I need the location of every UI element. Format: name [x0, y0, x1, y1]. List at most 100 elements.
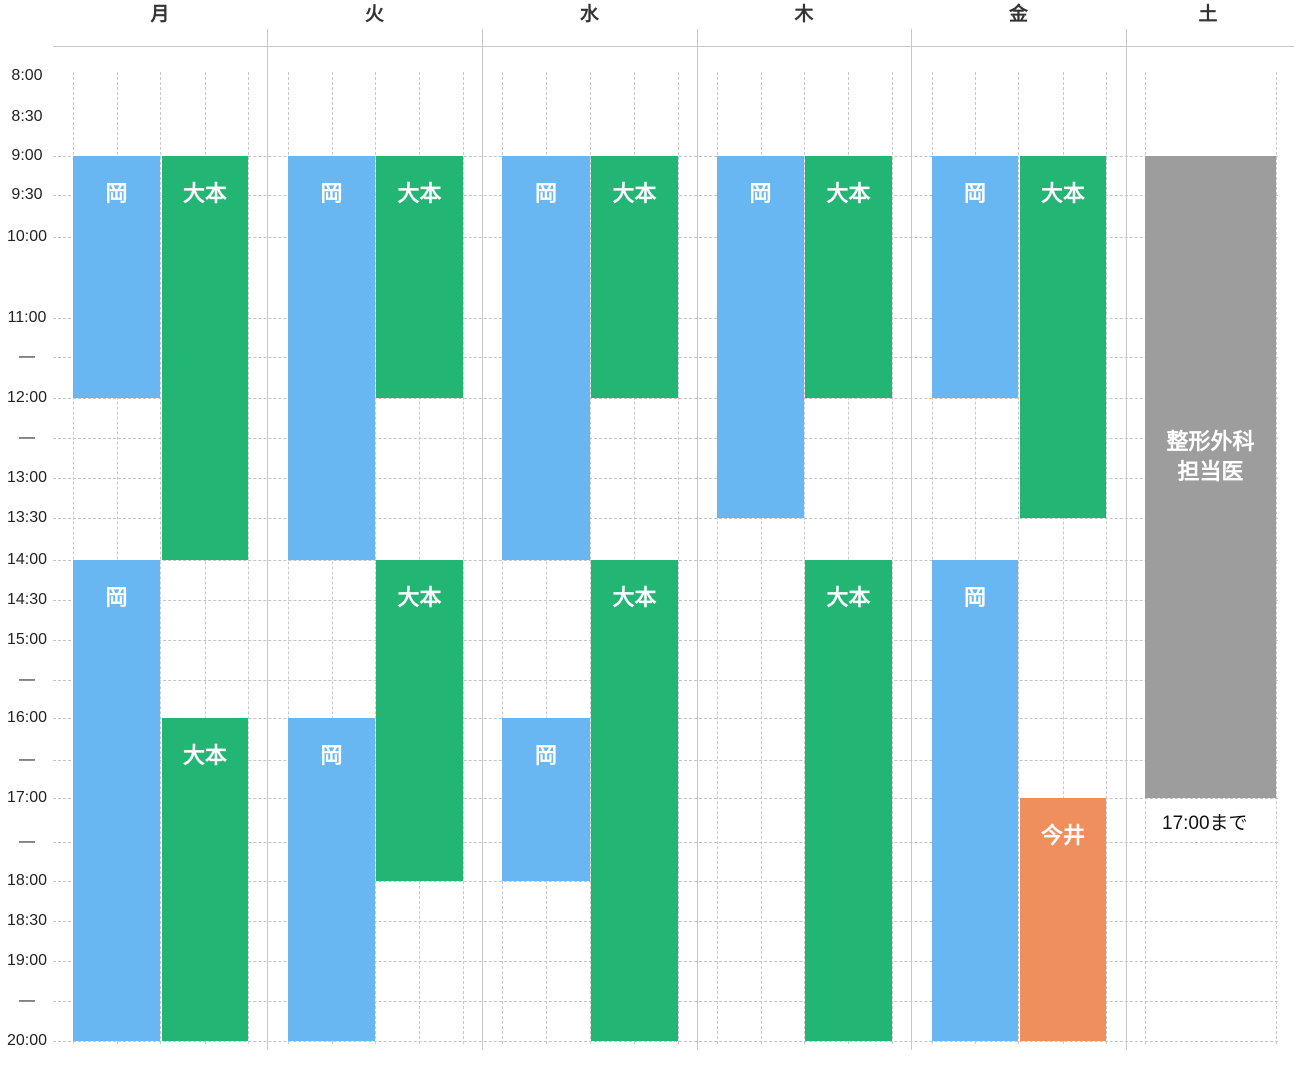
sub-column-line: [717, 72, 718, 1044]
grid-line: [53, 398, 1278, 399]
time-label: —: [19, 348, 35, 365]
shift-doctor-name: 岡: [320, 744, 343, 769]
time-label: 12:00: [6, 389, 48, 406]
shift-block[interactable]: 大本: [376, 560, 463, 881]
shift-block[interactable]: 大本: [591, 560, 678, 1041]
grid-line: [53, 478, 1278, 479]
time-label: 13:00: [6, 469, 48, 486]
day-separator: [911, 29, 912, 1050]
time-label: 8:30: [11, 108, 43, 125]
shift-block[interactable]: 岡: [502, 156, 590, 560]
time-label: 15:00: [6, 631, 48, 648]
shift-block[interactable]: 大本: [805, 156, 892, 398]
time-label: 18:30: [6, 912, 48, 929]
shift-block[interactable]: 大本: [162, 156, 248, 560]
day-header-6: 土: [1198, 3, 1218, 25]
shift-block[interactable]: 岡: [932, 156, 1018, 398]
shift-block[interactable]: 今井: [1020, 798, 1106, 1041]
shift-block[interactable]: 大本: [805, 560, 892, 1041]
shift-doctor-name: 岡: [534, 744, 557, 769]
sub-column-line: [634, 72, 635, 1044]
shift-block[interactable]: 大本: [162, 718, 248, 1041]
shift-block[interactable]: 岡: [717, 156, 804, 518]
day-separator: [267, 29, 268, 1050]
shift-block[interactable]: 岡: [932, 560, 1018, 1041]
shift-doctor-name: 岡: [320, 182, 343, 207]
time-label: —: [19, 429, 35, 446]
shift-block[interactable]: 岡: [288, 156, 375, 560]
shift-doctor-name: 岡: [963, 182, 986, 207]
time-label: 14:00: [6, 551, 48, 568]
sub-column-line: [892, 72, 893, 1044]
time-label: 9:00: [11, 147, 43, 164]
sub-column-line: [1106, 72, 1107, 1044]
shift-block[interactable]: 大本: [1020, 156, 1106, 518]
grid-line: [53, 438, 1278, 439]
shift-doctor-name: 岡: [963, 586, 986, 611]
shift-doctor-name: 整形外科 担当医: [1166, 430, 1255, 485]
time-label: 14:30: [6, 591, 48, 608]
header-rule: [53, 46, 1294, 47]
time-label: 18:00: [6, 872, 48, 889]
day-separator: [1126, 29, 1127, 1050]
sub-column-line: [463, 72, 464, 1044]
time-label: —: [19, 833, 35, 850]
time-label: 10:00: [6, 228, 48, 245]
grid-line: [53, 518, 1278, 519]
shift-doctor-name: 大本: [1040, 182, 1085, 207]
time-label: 13:30: [6, 509, 48, 526]
time-label: 19:00: [6, 952, 48, 969]
time-label: 20:00: [6, 1032, 48, 1049]
sub-column-line: [761, 72, 762, 1044]
shift-doctor-name: 大本: [182, 744, 227, 769]
sub-column-line: [419, 72, 420, 1044]
time-label: 17:00: [6, 789, 48, 806]
day-header-2: 火: [364, 3, 384, 25]
shift-block[interactable]: 整形外科 担当医: [1145, 156, 1276, 798]
shift-doctor-name: 今井: [1040, 824, 1085, 849]
time-label: 8:00: [11, 67, 43, 84]
sub-column-line: [375, 72, 376, 1044]
shift-doctor-name: 岡: [534, 182, 557, 207]
sub-column-line: [804, 72, 805, 1044]
sub-column-line: [1063, 72, 1064, 1044]
shift-doctor-name: 大本: [397, 182, 442, 207]
shift-doctor-name: 岡: [105, 182, 128, 207]
shift-block[interactable]: 岡: [73, 156, 160, 398]
sub-column-line: [1018, 72, 1019, 1044]
sub-column-line: [590, 72, 591, 1044]
time-label: —: [19, 751, 35, 768]
shift-block[interactable]: 岡: [288, 718, 375, 1041]
sub-column-line: [160, 72, 161, 1044]
shift-block[interactable]: 岡: [502, 718, 590, 881]
time-label: 16:00: [6, 709, 48, 726]
grid-line: [53, 1041, 1278, 1042]
day-separator: [482, 29, 483, 1050]
shift-block[interactable]: 大本: [591, 156, 678, 398]
time-label: 9:30: [11, 186, 43, 203]
time-label: 11:00: [7, 309, 47, 326]
day-header-3: 水: [579, 3, 599, 25]
shift-doctor-name: 大本: [182, 182, 227, 207]
shift-doctor-name: 大本: [826, 182, 871, 207]
shift-block[interactable]: 岡: [73, 560, 160, 1041]
shift-doctor-name: 岡: [749, 182, 772, 207]
time-label: —: [19, 992, 35, 1009]
sub-column-line: [975, 72, 976, 1044]
sub-column-line: [117, 72, 118, 1044]
shift-doctor-name: 大本: [826, 586, 871, 611]
shift-doctor-name: 大本: [612, 586, 657, 611]
sub-column-line: [1276, 72, 1277, 1044]
shift-doctor-name: 大本: [612, 182, 657, 207]
sub-column-line: [678, 72, 679, 1044]
sub-column-line: [248, 72, 249, 1044]
shift-block[interactable]: 大本: [376, 156, 463, 398]
day-header-1: 月: [150, 3, 170, 25]
shift-doctor-name: 岡: [105, 586, 128, 611]
saturday-note: 17:00まで: [1162, 813, 1248, 834]
sub-column-line: [73, 72, 74, 1044]
day-separator: [697, 29, 698, 1050]
shift-doctor-name: 大本: [397, 586, 442, 611]
sub-column-line: [932, 72, 933, 1044]
day-header-5: 金: [1008, 3, 1028, 25]
